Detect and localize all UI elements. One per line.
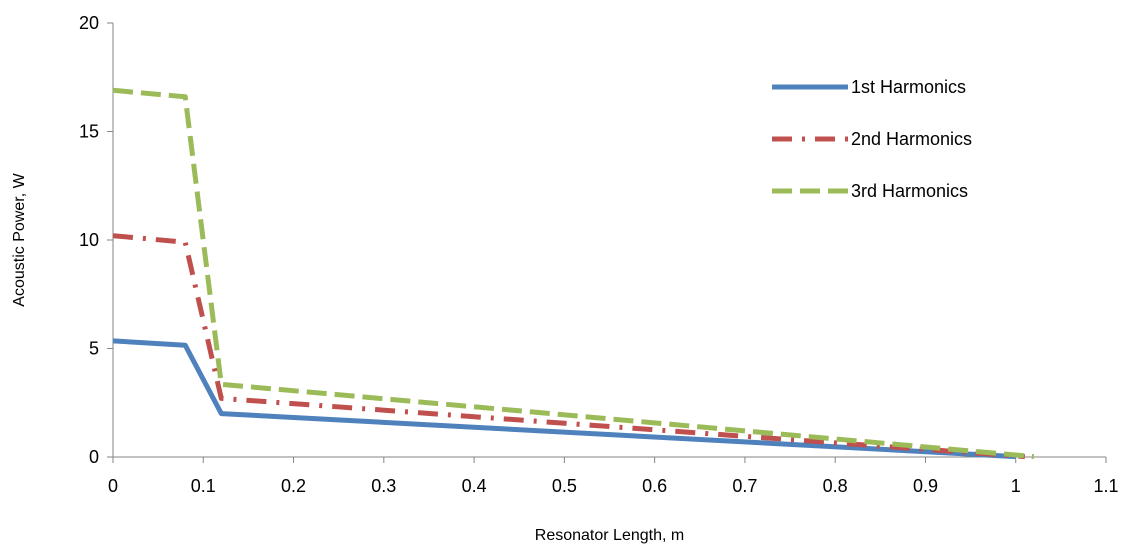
y-tick-label: 5 xyxy=(89,339,99,359)
x-tick-label: 1.1 xyxy=(1093,476,1118,496)
y-tick-label: 10 xyxy=(79,230,99,250)
series-line-2 xyxy=(112,233,1025,460)
legend-label: 2nd Harmonics xyxy=(851,129,972,149)
legend-label: 1st Harmonics xyxy=(851,77,966,97)
x-tick-label: 1 xyxy=(1011,476,1021,496)
x-tick-label: 0.1 xyxy=(191,476,216,496)
series-line-3 xyxy=(112,87,1035,460)
y-tick-label: 15 xyxy=(79,122,99,142)
y-tick-label: 20 xyxy=(79,13,99,33)
legend-item: 2nd Harmonics xyxy=(772,129,972,149)
series-layer xyxy=(112,87,1035,460)
x-tick-label: 0.2 xyxy=(281,476,306,496)
series-line-1 xyxy=(112,338,1016,460)
x-tick-label: 0.4 xyxy=(462,476,487,496)
x-axis-title: Resonator Length, m xyxy=(535,527,684,544)
legend: 1st Harmonics 2nd Harmonics 3rd Harmonics xyxy=(772,77,972,201)
axes: 0 0.1 0.2 0.3 0.4 0.5 0.6 0.7 0.8 0.9 1 1.1 0 5 10 15 2… xyxy=(79,13,1119,496)
y-axis-ticks: 0 5 10 15 20 xyxy=(79,13,113,467)
legend-item: 1st Harmonics xyxy=(772,77,966,97)
x-tick-label: 0.5 xyxy=(552,476,577,496)
y-axis-title: Acoustic Power, W xyxy=(11,172,28,306)
x-tick-label: 0.7 xyxy=(732,476,757,496)
x-tick-label: 0.6 xyxy=(642,476,667,496)
x-tick-label: 0.3 xyxy=(371,476,396,496)
legend-label: 3rd Harmonics xyxy=(851,181,968,201)
y-tick-label: 0 xyxy=(89,447,99,467)
legend-item: 3rd Harmonics xyxy=(772,181,968,201)
x-tick-label: 0 xyxy=(108,476,118,496)
x-tick-label: 0.9 xyxy=(913,476,938,496)
x-tick-label: 0.8 xyxy=(823,476,848,496)
x-axis-ticks: 0 0.1 0.2 0.3 0.4 0.5 0.6 0.7 0.8 0.9 1 1.1 xyxy=(108,457,1119,496)
